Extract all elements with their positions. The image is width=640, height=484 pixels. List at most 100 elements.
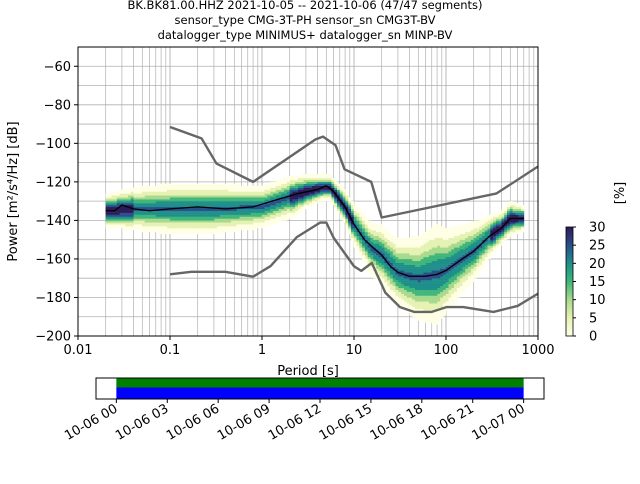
heatmap-cell	[289, 199, 293, 202]
heatmap-cell	[451, 301, 455, 304]
heatmap-cell	[306, 189, 310, 192]
heatmap-cell	[225, 224, 229, 227]
heatmap-cell	[272, 181, 277, 184]
heatmap-cell	[364, 241, 369, 244]
heatmap-cell	[141, 197, 146, 200]
heatmap-cell	[484, 231, 488, 235]
heatmap-cell	[314, 183, 318, 186]
heatmap-cell	[256, 201, 260, 204]
heatmap-cell	[468, 272, 472, 275]
heatmap-cell	[440, 239, 444, 242]
heatmap-cell	[139, 189, 143, 192]
heatmap-cell	[378, 272, 383, 275]
heatmap-cell	[362, 258, 366, 262]
heatmap-cell	[317, 178, 321, 181]
heatmap-cell	[342, 210, 346, 213]
heatmap-cell	[203, 228, 207, 231]
heatmap-cell	[440, 301, 444, 304]
heatmap-cell	[275, 193, 279, 196]
heatmap-cell	[219, 203, 224, 206]
heatmap-cell	[454, 278, 458, 281]
heatmap-cell	[412, 258, 416, 262]
heatmap-cell	[130, 214, 134, 217]
heatmap-cell	[423, 283, 427, 287]
x-tick-label: 0.01	[64, 343, 93, 358]
heatmap-cell	[428, 239, 433, 242]
heatmap-cell	[144, 226, 148, 229]
heatmap-cell	[180, 189, 185, 192]
heatmap-cell	[473, 251, 477, 254]
heatmap-cell	[233, 183, 238, 186]
heatmap-cell	[127, 220, 132, 223]
heatmap-cell	[398, 264, 402, 267]
heatmap-cell	[454, 258, 458, 262]
heatmap-cell	[445, 262, 449, 265]
heatmap-cell	[256, 212, 260, 215]
heatmap-cell	[270, 201, 274, 204]
heatmap-cell	[451, 303, 455, 306]
heatmap-cell	[428, 314, 433, 317]
heatmap-cell	[164, 191, 168, 194]
heatmap-cell	[275, 187, 279, 190]
heatmap-cell	[426, 312, 430, 316]
heatmap-cell	[420, 257, 424, 260]
heatmap-cell	[350, 204, 355, 208]
heatmap-cell	[403, 253, 408, 256]
heatmap-cell	[194, 183, 199, 186]
heatmap-cell	[295, 181, 299, 184]
heatmap-cell	[189, 193, 193, 196]
heatmap-cell	[105, 208, 109, 211]
heatmap-cell	[225, 191, 229, 194]
heatmap-cell	[342, 206, 346, 210]
heatmap-cell	[292, 201, 296, 204]
heatmap-cell	[309, 193, 313, 196]
heatmap-cell	[415, 305, 419, 308]
heatmap-cell	[178, 187, 182, 190]
heatmap-cell	[376, 260, 380, 263]
heatmap-cell	[442, 303, 447, 306]
heatmap-cell	[367, 247, 371, 250]
heatmap-cell	[389, 293, 394, 296]
heatmap-cell	[119, 203, 123, 206]
heatmap-cell	[178, 228, 182, 231]
heatmap-cell	[119, 226, 123, 229]
heatmap-cell	[378, 237, 383, 240]
heatmap-cell	[239, 185, 243, 188]
heatmap-cell	[245, 214, 249, 217]
heatmap-cell	[476, 251, 480, 254]
heatmap-cell	[359, 230, 363, 233]
heatmap-cell	[261, 204, 265, 208]
heatmap-cell	[133, 189, 137, 192]
heatmap-cell	[395, 251, 399, 254]
heatmap-cell	[445, 237, 449, 240]
heatmap-cell	[420, 297, 424, 300]
heatmap-cell	[428, 293, 433, 296]
heatmap-cell	[367, 226, 371, 229]
heatmap-cell	[459, 264, 463, 267]
heatmap-cell	[292, 185, 296, 188]
heatmap-cell	[300, 174, 304, 177]
heatmap-cell	[428, 257, 433, 260]
heatmap-cell	[476, 228, 480, 231]
heatmap-cell	[339, 193, 343, 196]
heatmap-cell	[281, 191, 285, 194]
heatmap-cell	[141, 220, 146, 223]
heatmap-cell	[127, 195, 132, 198]
heatmap-cell	[465, 283, 469, 287]
heatmap-cell	[127, 189, 132, 192]
heatmap-cell	[233, 193, 238, 196]
heatmap-cell	[105, 212, 109, 215]
heatmap-cell	[178, 183, 182, 186]
heatmap-cell	[442, 233, 447, 237]
heatmap-cell	[520, 216, 525, 219]
heatmap-cell	[373, 272, 377, 275]
heatmap-cell	[228, 189, 232, 192]
heatmap-cell	[258, 195, 263, 198]
heatmap-cell	[169, 224, 173, 227]
heatmap-cell	[231, 203, 235, 206]
heatmap-cell	[370, 239, 374, 242]
heatmap-cell	[376, 266, 380, 269]
heatmap-cell	[434, 264, 438, 267]
heatmap-cell	[286, 210, 291, 213]
heatmap-cell	[384, 276, 388, 279]
